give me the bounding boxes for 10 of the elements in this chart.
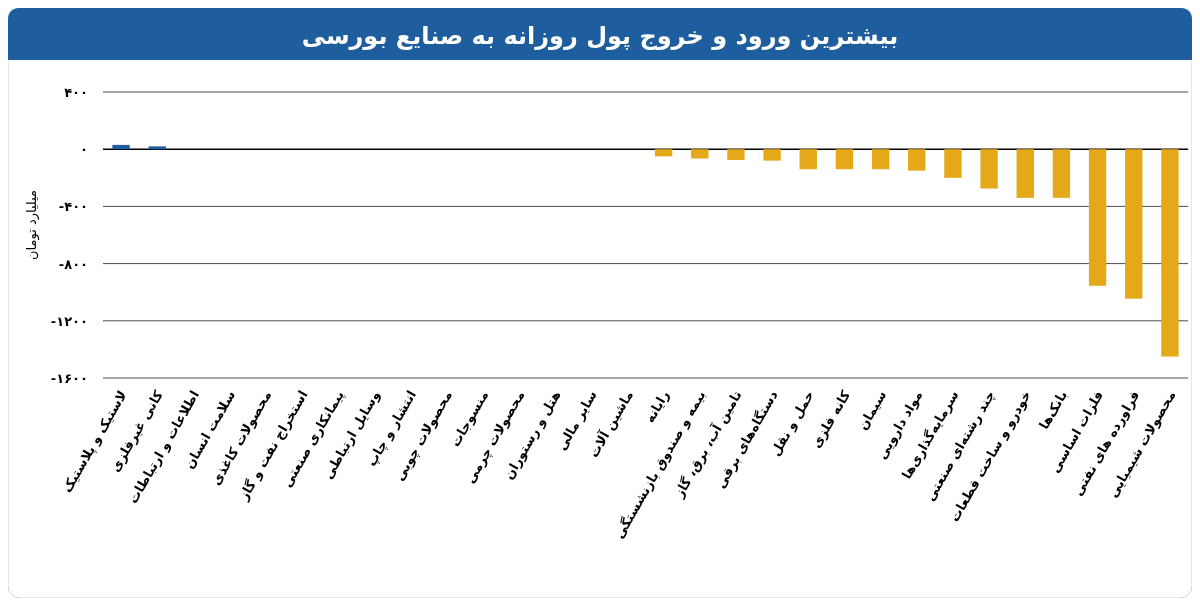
chart-title: بیشترین ورود و خروج پول روزانه به صنایع بورسی: [301, 22, 899, 50]
y-tick-label: ۴۰۰: [64, 85, 88, 100]
y-tick-label: -۴۰۰: [58, 199, 88, 215]
y-tick-label: -۱۶۰۰: [50, 371, 88, 386]
y-tick-label: -۸۰۰: [58, 256, 88, 272]
x-tick-label: رایانه: [641, 388, 673, 426]
x-tick-label: بانک‌ها: [1036, 388, 1071, 432]
y-axis-title: میلیارد تومان: [24, 189, 40, 261]
y-tick-label: ۰: [80, 142, 88, 158]
y-tick-label: -۱۲۰۰: [50, 313, 88, 329]
